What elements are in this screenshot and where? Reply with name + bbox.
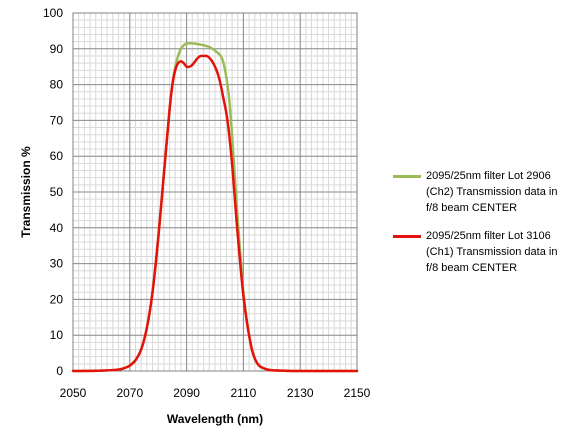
legend-label-lot-2906: 2095/25nm filter Lot 2906 (Ch2) Transmis… bbox=[426, 170, 558, 214]
y-tick-label: 0 bbox=[56, 364, 63, 378]
legend-swatch-lot-2906 bbox=[393, 175, 421, 178]
y-tick-label: 60 bbox=[50, 149, 64, 163]
series-line-lot-3106 bbox=[71, 54, 359, 373]
x-axis-title: Wavelength (nm) bbox=[167, 412, 263, 426]
x-tick-labels: 2050 2070 2090 2110 2130 2150 bbox=[60, 386, 371, 400]
x-tick-label: 2150 bbox=[344, 386, 371, 400]
x-tick-label: 2110 bbox=[230, 386, 256, 400]
y-axis-title: Transmission % bbox=[19, 146, 33, 238]
y-tick-label: 30 bbox=[50, 257, 64, 271]
legend-swatch-lot-3106 bbox=[393, 235, 421, 238]
series-lines bbox=[71, 42, 359, 373]
x-tick-label: 2130 bbox=[287, 386, 314, 400]
y-tick-label: 100 bbox=[43, 6, 63, 20]
x-tick-label: 2070 bbox=[116, 386, 143, 400]
x-tick-label: 2050 bbox=[60, 386, 87, 400]
y-tick-label: 40 bbox=[50, 221, 64, 235]
x-tick-label: 2090 bbox=[173, 386, 200, 400]
plot-area-border bbox=[72, 12, 358, 372]
y-tick-label: 20 bbox=[50, 292, 64, 306]
legend: 2095/25nm filter Lot 2906 (Ch2) Transmis… bbox=[393, 168, 571, 278]
y-tick-labels: 0 10 20 30 40 50 60 70 80 90 100 bbox=[43, 6, 63, 378]
y-tick-label: 50 bbox=[50, 185, 64, 199]
y-tick-label: 70 bbox=[50, 113, 64, 127]
y-tick-label: 90 bbox=[50, 42, 64, 56]
y-tick-label: 10 bbox=[50, 328, 64, 342]
legend-label-lot-3106: 2095/25nm filter Lot 3106 (Ch1) Transmis… bbox=[426, 230, 558, 274]
y-tick-label: 80 bbox=[50, 78, 64, 92]
